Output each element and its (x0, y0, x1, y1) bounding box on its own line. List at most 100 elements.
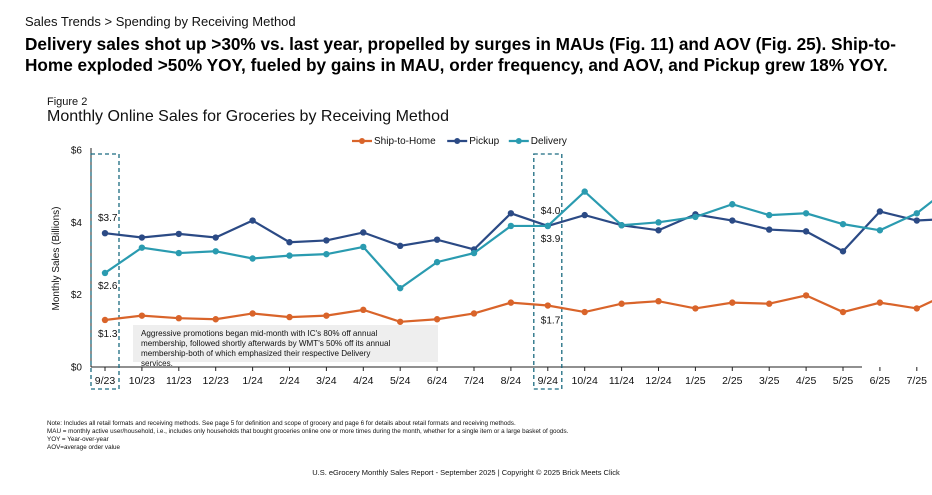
x-tick-label: 10/24 (572, 375, 598, 387)
x-tick-label: 3/25 (759, 375, 780, 387)
data-point (581, 188, 588, 195)
data-point (544, 302, 551, 309)
data-point (212, 248, 219, 255)
data-point (839, 308, 847, 316)
data-point (249, 255, 256, 262)
annotation-text: membership, followed shortly afterwards … (141, 339, 390, 348)
data-point (913, 210, 920, 217)
annotation-box (133, 325, 438, 362)
data-point (249, 217, 256, 224)
data-point (692, 305, 699, 312)
x-tick-label: 9/23 (95, 375, 116, 387)
data-label: $1.3 (98, 329, 118, 340)
data-point (323, 237, 330, 244)
note-line: AOV=average order value (47, 444, 120, 451)
data-point (175, 230, 182, 238)
y-tick-label: $4 (71, 218, 83, 229)
legend-swatch-dot (359, 138, 365, 144)
data-point (692, 213, 699, 221)
x-tick-label: 7/24 (464, 375, 485, 387)
y-tick-label: $0 (71, 363, 83, 374)
x-tick-label: 6/24 (427, 375, 448, 387)
data-point (581, 308, 588, 316)
y-tick-label: $2 (71, 290, 83, 301)
data-point (323, 250, 330, 258)
x-tick-label: 2/24 (279, 375, 300, 387)
x-tick-label: 11/23 (166, 375, 192, 387)
data-point (655, 227, 662, 234)
data-label: $1.7 (541, 316, 561, 327)
data-point (101, 316, 109, 324)
data-point (360, 229, 367, 236)
note-line: MAU = monthly active user/household, i.e… (47, 428, 569, 435)
data-point (876, 299, 884, 306)
annotation-text: Aggressive promotions began mid-month wi… (141, 329, 377, 338)
data-point (397, 242, 404, 250)
data-point (397, 284, 404, 292)
x-tick-label: 5/25 (833, 375, 854, 387)
data-point (618, 300, 625, 307)
x-tick-label: 12/24 (645, 375, 671, 387)
data-point (507, 222, 515, 230)
data-point (175, 314, 182, 322)
x-tick-label: 7/25 (907, 375, 928, 387)
data-label: $2.6 (98, 281, 118, 292)
data-point (470, 249, 478, 257)
x-tick-label: 4/25 (796, 375, 817, 387)
data-point (433, 316, 441, 323)
y-axis-title: Monthly Sales (Billions) (51, 207, 62, 311)
data-point (507, 210, 515, 217)
data-point (286, 239, 293, 246)
x-tick-label: 10/23 (129, 375, 155, 387)
data-point (544, 222, 551, 230)
data-point (618, 222, 625, 229)
x-tick-label: 11/24 (609, 375, 635, 387)
data-point (433, 236, 441, 243)
page-headline: Delivery sales shot up >30% vs. last yea… (25, 34, 896, 75)
data-label: $4.0 (541, 206, 561, 217)
data-point (286, 313, 293, 321)
data-point (729, 201, 736, 208)
data-point (913, 305, 920, 312)
breadcrumb: Sales Trends > Spending by Receiving Met… (25, 14, 296, 29)
x-tick-label: 1/24 (242, 375, 263, 387)
legend-label: Delivery (531, 136, 567, 147)
x-tick-label: 1/25 (685, 375, 706, 387)
data-point (138, 234, 146, 241)
data-point (876, 227, 884, 234)
annotation-text: membership-both of which emphasized thei… (141, 349, 371, 358)
y-tick-label: $6 (71, 146, 83, 157)
data-point (802, 292, 810, 299)
data-point (360, 306, 367, 314)
data-point (839, 220, 847, 228)
legend-label: Ship-to-Home (374, 136, 436, 147)
chart-notes: Note: Includes all retail formats and re… (47, 420, 568, 452)
note-line: YOY = Year-over-year (47, 436, 109, 443)
figure-title: Monthly Online Sales for Groceries by Re… (47, 108, 449, 125)
data-point (286, 252, 293, 259)
x-tick-label: 8/24 (501, 375, 522, 387)
data-point (802, 210, 810, 217)
data-point (323, 312, 330, 319)
page-footer: U.S. eGrocery Monthly Sales Report - Sep… (312, 468, 620, 477)
data-point (913, 217, 920, 224)
annotation-text: services. (141, 359, 173, 368)
x-tick-label: 9/24 (538, 375, 559, 387)
data-point (212, 234, 219, 241)
data-point (655, 219, 662, 226)
x-tick-label: 6/25 (870, 375, 891, 387)
data-point (876, 208, 884, 215)
data-point (802, 228, 810, 235)
x-tick-label: 2/25 (722, 375, 743, 387)
x-tick-label: 3/24 (316, 375, 337, 387)
data-point (839, 248, 847, 255)
x-tick-label: 4/24 (353, 375, 374, 387)
data-label: $3.7 (98, 213, 118, 224)
data-point (766, 226, 773, 233)
data-point (507, 299, 515, 306)
data-point (766, 211, 773, 219)
data-label: $3.9 (541, 234, 561, 245)
data-point (729, 299, 736, 306)
figure-label: Figure 2 (47, 96, 88, 108)
data-point (397, 318, 404, 325)
